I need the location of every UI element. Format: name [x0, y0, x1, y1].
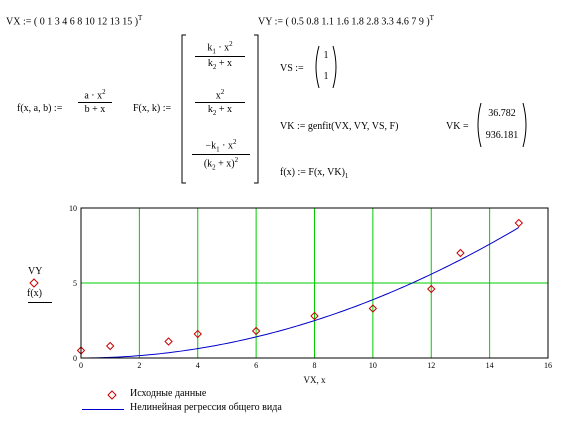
vy-definition[interactable]: VY := ( 0.5 0.8 1.1 1.6 1.8 2.8 3.3 4.6 …	[258, 14, 434, 28]
y-tick-label: 0	[73, 354, 77, 363]
vs-vector-parens	[315, 45, 337, 89]
vk-value: 936.181	[485, 130, 519, 141]
y-tick-label: 10	[69, 204, 77, 213]
vk-result-lhs[interactable]: VK =	[446, 121, 469, 132]
vk-vector-parens	[477, 102, 527, 148]
x-tick-label: 14	[486, 361, 494, 370]
legend-line-marker	[82, 409, 124, 410]
x-tick-label: 6	[254, 361, 258, 370]
F-row3-fraction: −k1 · x2 (k2 + x)2	[192, 138, 250, 172]
legend-label-data: Исходные данные	[130, 388, 207, 399]
data-point	[368, 304, 378, 313]
vs-value: 1	[323, 71, 329, 82]
F-definition-lhs[interactable]: F(x, k) :=	[133, 103, 172, 114]
fx-definition[interactable]: f(x) := F(x, VK)1	[280, 167, 349, 180]
F-vector-brackets	[181, 34, 259, 184]
vk-vector: 36.782 936.181	[474, 108, 530, 148]
vs-definition-lhs[interactable]: VS :=	[280, 63, 304, 74]
x-tick-label: 12	[427, 361, 435, 370]
y-axis-label-line-marker	[28, 302, 52, 303]
x-axis-label: VX, x	[304, 375, 326, 385]
regression-curve	[80, 227, 520, 359]
data-points	[76, 218, 524, 355]
vs-vector: 1 1	[312, 50, 340, 90]
y-axis-label-fx: f(x)	[27, 288, 42, 299]
F-row2-fraction: x2 k2 + x	[195, 88, 245, 117]
data-point	[193, 329, 202, 339]
x-tick-label: 4	[196, 361, 200, 370]
x-tick-label: 10	[369, 361, 377, 370]
f-definition-lhs[interactable]: f(x, a, b) :=	[17, 103, 63, 114]
f-definition-fraction: a · x2 b + x	[78, 88, 112, 115]
vk-genfit-definition[interactable]: VK := genfit(VX, VY, VS, F)	[280, 121, 399, 132]
y-axis-label-point-marker	[29, 278, 39, 288]
legend-label-regression: Нелинейная регрессия общего вида	[130, 402, 282, 413]
chart-ticks: 0 2 4 6 8 10 12 14 16 0 5 10	[69, 204, 552, 370]
data-point	[105, 341, 115, 351]
data-point	[427, 284, 436, 294]
y-axis-label-vy: VY	[28, 266, 43, 277]
y-tick-label: 5	[73, 279, 77, 288]
plot-frame	[80, 207, 549, 359]
vx-definition[interactable]: VX := ( 0 1 3 4 6 8 10 12 13 15 )T	[6, 14, 143, 28]
chart-grid	[81, 208, 548, 358]
legend-point-marker	[107, 390, 117, 400]
vs-value: 1	[323, 50, 329, 61]
data-point	[251, 326, 261, 336]
vk-value: 36.782	[488, 108, 516, 119]
x-tick-label: 2	[137, 361, 141, 370]
data-point	[514, 218, 524, 228]
data-point	[456, 248, 465, 258]
x-tick-label: 8	[313, 361, 317, 370]
x-tick-label: 16	[544, 361, 552, 370]
data-point	[164, 337, 173, 346]
data-point	[310, 311, 319, 321]
x-tick-label: 0	[79, 361, 83, 370]
F-row1-fraction: k1 · x2 k2 + x	[195, 40, 245, 71]
